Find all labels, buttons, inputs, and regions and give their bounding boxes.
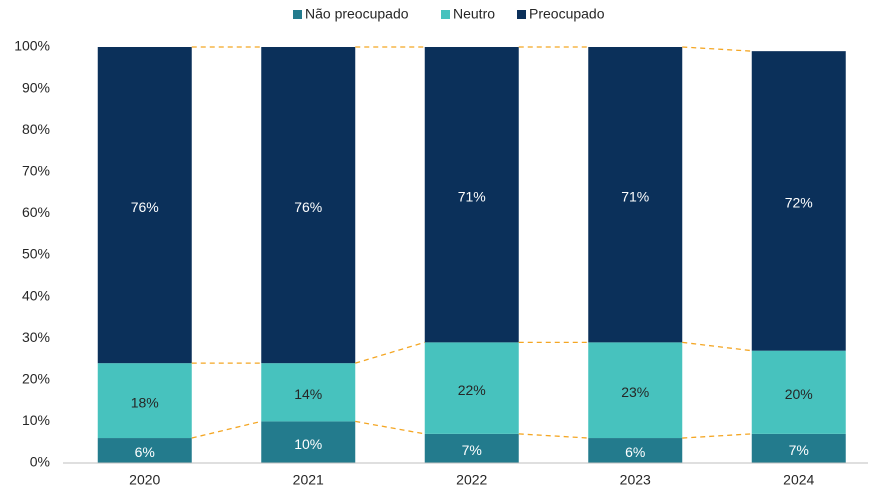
value-label: 76%: [131, 199, 159, 215]
x-tick-label: 2022: [456, 472, 487, 488]
x-tick-label: 2024: [783, 472, 814, 488]
bar-segment: [97, 438, 192, 463]
value-label: 20%: [785, 386, 813, 402]
connector-line: [191, 420, 262, 439]
y-tick-label: 0%: [30, 454, 50, 470]
value-label: 6%: [625, 444, 645, 460]
legend-swatch: [441, 10, 450, 19]
legend-label: Neutro: [453, 6, 495, 22]
x-tick-label: 2020: [129, 472, 160, 488]
bar-segment: [751, 51, 846, 351]
bar-segment: [97, 363, 192, 439]
value-label: 7%: [462, 442, 482, 458]
value-label: 10%: [294, 436, 322, 452]
value-label: 23%: [621, 384, 649, 400]
y-tick-label: 90%: [22, 79, 50, 95]
value-label: 14%: [294, 386, 322, 402]
value-label: 18%: [131, 394, 159, 410]
bar-segment: [424, 47, 519, 343]
connector-line: [355, 341, 425, 364]
value-label: 22%: [458, 382, 486, 398]
value-label: 72%: [785, 195, 813, 211]
bar-segment: [424, 342, 519, 434]
value-label: 71%: [621, 188, 649, 204]
bar-segment: [588, 47, 683, 343]
legend-swatch: [517, 10, 526, 19]
y-tick-label: 60%: [22, 204, 50, 220]
bar-segment: [751, 433, 846, 463]
x-tick-label: 2023: [620, 472, 651, 488]
connector-line: [355, 420, 425, 435]
y-tick-label: 10%: [22, 412, 50, 428]
legend-swatch: [293, 10, 302, 19]
bar-segment: [424, 433, 519, 463]
legend-label: Preocupado: [529, 6, 605, 22]
bar-segment: [261, 363, 356, 422]
value-label: 71%: [458, 188, 486, 204]
y-tick-label: 30%: [22, 329, 50, 345]
value-label: 7%: [789, 442, 809, 458]
value-label: 76%: [294, 199, 322, 215]
connector-line: [518, 433, 589, 439]
y-tick-label: 40%: [22, 287, 50, 303]
y-tick-label: 50%: [22, 246, 50, 262]
bar-segment: [261, 47, 356, 364]
y-tick-label: 100%: [14, 38, 50, 54]
bar-segment: [261, 421, 356, 463]
y-tick-label: 80%: [22, 121, 50, 137]
y-tick-label: 70%: [22, 163, 50, 179]
legend-label: Não preocupado: [305, 6, 409, 22]
bar-segment: [751, 350, 846, 434]
connector-line: [682, 433, 752, 439]
bar-segment: [588, 438, 683, 463]
bar-segment: [588, 342, 683, 439]
connector-line: [682, 46, 752, 52]
value-label: 6%: [135, 444, 155, 460]
connector-line: [682, 341, 752, 352]
bar-segment: [97, 47, 192, 364]
x-tick-label: 2021: [293, 472, 324, 488]
y-tick-label: 20%: [22, 371, 50, 387]
